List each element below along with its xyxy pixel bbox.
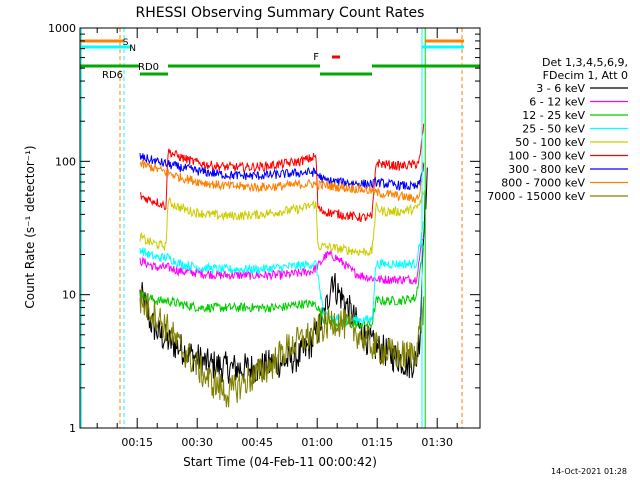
legend-label-7: 800 - 7000 keV [501,177,585,190]
legend-label-2: 12 - 25 keV [522,109,585,122]
chart-title: RHESSI Observing Summary Count Rates [136,5,425,21]
flare-label: F [313,52,319,63]
legend-label-5: 100 - 300 keV [508,150,585,163]
legend-label-3: 25 - 50 keV [522,123,585,136]
night-label: N [129,44,136,54]
series-line-2 [139,245,424,330]
y-tick-label: 10 [62,289,76,302]
plot-frame [79,27,481,429]
attenuator-label-rd0: RD0 [138,62,159,73]
x-tick-label: 01:15 [361,436,393,449]
x-tick-label: 00:30 [181,436,213,449]
legend-label-4: 50 - 100 keV [515,136,585,149]
legend-header-line-2: FDecim 1, Att 0 [543,69,628,82]
timestamp: 14-Oct-2021 01:28 [551,467,627,476]
x-axis-label: Start Time (04-Feb-11 00:00:42) [183,455,377,469]
series-line-4 [139,190,425,257]
legend-header-line-1: Det 1,3,4,5,6,9, [542,56,628,69]
saa-label: S [123,38,129,48]
legend-label-0: 3 - 6 keV [536,82,585,95]
y-tick-label: 1000 [48,22,76,35]
x-tick-label: 00:15 [121,436,153,449]
legend-label-1: 6 - 12 keV [529,96,585,109]
series-line-8 [139,287,425,408]
series-line-6 [139,153,425,192]
x-tick-label: 01:00 [301,436,333,449]
y-axis-label: Count Rate (s⁻¹ detector⁻¹) [23,145,37,308]
series-layer [139,123,428,408]
series-line-7 [139,158,425,204]
legend-label-8: 7000 - 15000 keV [487,190,585,203]
series-line-5 [139,123,425,223]
x-tick-label: 00:45 [241,436,273,449]
attenuator-label-rd6: RD6 [102,70,123,81]
y-tick-label: 1 [69,422,76,435]
series-line-3 [139,221,425,325]
y-tick-label: 100 [55,155,76,168]
series-line-1 [139,236,425,285]
legend-label-6: 300 - 800 keV [508,163,585,176]
x-tick-label: 01:30 [421,436,453,449]
axes-layer: 1 10 100 1000 00:15 00:30 00:45 01:00 01:15 01:30 [48,22,481,449]
